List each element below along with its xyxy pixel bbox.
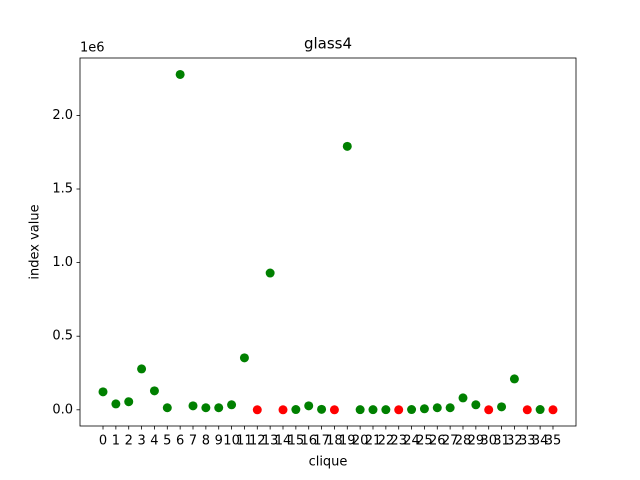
point xyxy=(484,405,494,415)
point xyxy=(497,402,507,412)
y-tick-label: 1.0 xyxy=(52,255,73,270)
point xyxy=(149,386,159,396)
x-tick-label: 11 xyxy=(236,434,253,449)
point xyxy=(432,403,442,413)
x-tick-label: 10 xyxy=(223,434,240,449)
x-tick-label: 3 xyxy=(137,434,145,449)
x-tick-label: 23 xyxy=(390,434,407,449)
point xyxy=(329,405,339,415)
x-tick-label: 22 xyxy=(378,434,395,449)
y-tick-label: 2.0 xyxy=(52,108,73,123)
x-tick-label: 16 xyxy=(300,434,317,449)
x-tick-label: 18 xyxy=(326,434,343,449)
x-tick-label: 28 xyxy=(455,434,472,449)
point xyxy=(214,403,224,413)
x-tick-label: 2 xyxy=(125,434,133,449)
x-tick-label: 8 xyxy=(202,434,210,449)
y-tick-label: 1.5 xyxy=(52,182,73,197)
x-tick-label: 17 xyxy=(313,434,330,449)
x-tick-label: 31 xyxy=(493,434,510,449)
x-tick-label: 21 xyxy=(365,434,382,449)
x-tick-label: 35 xyxy=(545,434,562,449)
point xyxy=(407,405,417,415)
x-tick-label: 24 xyxy=(403,434,420,449)
x-tick-label: 26 xyxy=(429,434,446,449)
point xyxy=(162,403,172,413)
point xyxy=(394,405,404,415)
x-tick-label: 33 xyxy=(519,434,536,449)
point xyxy=(111,399,121,409)
x-tick-label: 15 xyxy=(288,434,305,449)
point xyxy=(201,403,211,413)
point xyxy=(291,405,301,415)
point xyxy=(188,401,198,411)
x-tick-label: 0 xyxy=(99,434,107,449)
offset-label: 1e6 xyxy=(80,41,105,56)
point xyxy=(137,364,147,374)
point xyxy=(535,405,545,415)
x-tick-label: 20 xyxy=(352,434,369,449)
x-tick-label: 14 xyxy=(275,434,292,449)
point xyxy=(278,405,288,415)
point xyxy=(239,353,249,363)
point xyxy=(342,141,352,151)
x-tick-label: 7 xyxy=(189,434,197,449)
point xyxy=(471,400,481,410)
point xyxy=(419,404,429,414)
x-tick-label: 29 xyxy=(468,434,485,449)
axes-frame xyxy=(79,57,577,427)
y-tick-label: 0.5 xyxy=(52,329,73,344)
x-tick-label: 27 xyxy=(442,434,459,449)
point xyxy=(304,401,314,411)
x-tick-label: 30 xyxy=(480,434,497,449)
point xyxy=(317,404,327,414)
x-tick-label: 12 xyxy=(249,434,266,449)
y-axis-label: index value xyxy=(28,204,43,279)
point xyxy=(381,405,391,415)
x-tick-label: 1 xyxy=(112,434,120,449)
point xyxy=(458,393,468,403)
point xyxy=(175,69,185,79)
x-tick-label: 5 xyxy=(163,434,171,449)
point xyxy=(265,268,275,278)
point xyxy=(355,405,365,415)
point xyxy=(368,405,378,415)
point xyxy=(522,405,532,415)
x-tick-label: 25 xyxy=(416,434,433,449)
point xyxy=(227,400,237,410)
x-tick-label: 6 xyxy=(176,434,184,449)
point xyxy=(124,397,134,407)
point xyxy=(509,374,519,384)
x-tick-label: 32 xyxy=(506,434,523,449)
x-tick-label: 19 xyxy=(339,434,356,449)
x-tick-label: 9 xyxy=(215,434,223,449)
y-tick-label: 0.0 xyxy=(52,402,73,417)
point xyxy=(252,405,262,415)
chart-title: glass4 xyxy=(304,35,352,53)
point xyxy=(445,403,455,413)
point xyxy=(98,387,108,397)
x-tick-label: 34 xyxy=(532,434,549,449)
x-tick-label: 4 xyxy=(150,434,158,449)
x-axis-label: clique xyxy=(309,455,348,470)
x-tick-label: 13 xyxy=(262,434,279,449)
point xyxy=(548,405,558,415)
